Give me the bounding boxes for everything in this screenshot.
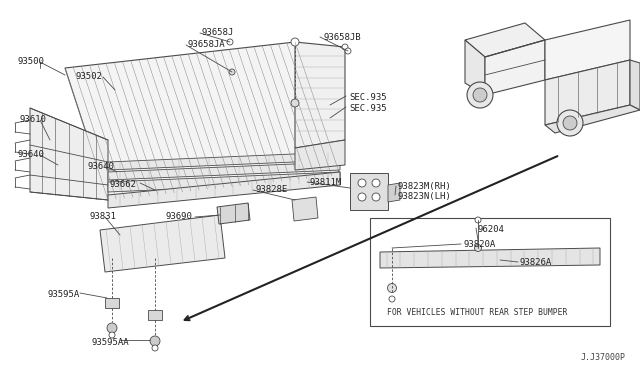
Ellipse shape (358, 179, 366, 187)
Polygon shape (485, 40, 545, 95)
Polygon shape (105, 298, 119, 308)
Text: 93823M(RH): 93823M(RH) (398, 182, 452, 191)
Polygon shape (545, 105, 640, 133)
Text: 93828E: 93828E (255, 185, 287, 194)
Ellipse shape (563, 116, 577, 130)
Polygon shape (630, 60, 640, 110)
Polygon shape (545, 60, 630, 125)
Polygon shape (108, 152, 340, 170)
Text: 93826A: 93826A (520, 258, 552, 267)
Polygon shape (380, 248, 600, 268)
Text: 93811M: 93811M (309, 178, 341, 187)
Polygon shape (292, 197, 318, 221)
Polygon shape (217, 203, 250, 224)
Ellipse shape (107, 323, 117, 333)
Ellipse shape (291, 99, 299, 107)
Polygon shape (108, 172, 340, 208)
Text: 93595A: 93595A (48, 290, 80, 299)
Text: 93595AA: 93595AA (92, 338, 130, 347)
Text: FOR VEHICLES WITHOUT REAR STEP BUMPER: FOR VEHICLES WITHOUT REAR STEP BUMPER (387, 308, 568, 317)
Ellipse shape (345, 48, 351, 54)
Text: 93823N(LH): 93823N(LH) (398, 192, 452, 201)
Ellipse shape (227, 39, 233, 45)
Ellipse shape (342, 44, 348, 50)
Polygon shape (295, 140, 345, 170)
Polygon shape (108, 172, 340, 192)
Text: 93640: 93640 (18, 150, 45, 159)
Ellipse shape (474, 244, 481, 251)
Text: 93820A: 93820A (463, 240, 495, 249)
Text: 93658J: 93658J (202, 28, 234, 37)
Text: 96204: 96204 (478, 225, 505, 234)
Ellipse shape (150, 336, 160, 346)
Polygon shape (30, 108, 108, 200)
Text: 93610: 93610 (20, 115, 47, 124)
Ellipse shape (387, 283, 397, 292)
Ellipse shape (152, 345, 158, 351)
Polygon shape (148, 310, 162, 320)
Polygon shape (350, 173, 388, 210)
Polygon shape (100, 215, 225, 272)
Text: SEC.935: SEC.935 (349, 104, 387, 113)
Text: 93662: 93662 (110, 180, 137, 189)
Ellipse shape (372, 179, 380, 187)
Ellipse shape (475, 217, 481, 223)
Text: 93502: 93502 (75, 72, 102, 81)
Bar (370, 218, 610, 326)
Ellipse shape (372, 193, 380, 201)
Text: 93690: 93690 (165, 212, 192, 221)
Polygon shape (388, 183, 400, 202)
Ellipse shape (389, 296, 395, 302)
Ellipse shape (229, 69, 235, 75)
Text: 93640: 93640 (87, 162, 114, 171)
Text: J.J37000P: J.J37000P (581, 353, 626, 362)
Ellipse shape (291, 38, 299, 46)
Polygon shape (108, 162, 340, 180)
Polygon shape (465, 23, 545, 57)
Polygon shape (465, 40, 485, 95)
Polygon shape (65, 42, 340, 200)
Text: 93831: 93831 (90, 212, 117, 221)
Text: 93658JB: 93658JB (323, 33, 360, 42)
Ellipse shape (557, 110, 583, 136)
Ellipse shape (109, 332, 115, 338)
Text: 93500: 93500 (18, 57, 45, 66)
Text: SEC.935: SEC.935 (349, 93, 387, 102)
Ellipse shape (473, 88, 487, 102)
Text: 93658JA: 93658JA (188, 40, 226, 49)
Ellipse shape (358, 193, 366, 201)
Polygon shape (295, 42, 345, 148)
Ellipse shape (467, 82, 493, 108)
Polygon shape (545, 20, 630, 80)
